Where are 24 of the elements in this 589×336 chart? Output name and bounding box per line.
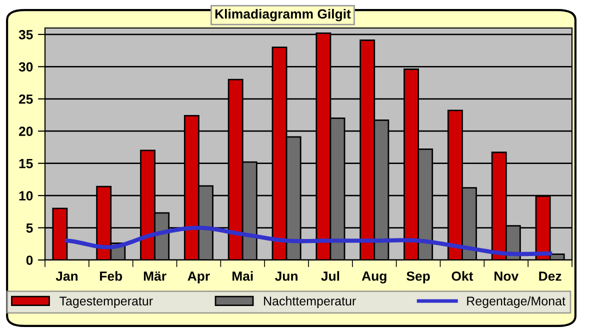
y-tick-label: 5 bbox=[26, 223, 33, 233]
x-tick-label: Nov bbox=[494, 272, 519, 281]
x-tick-label: Apr bbox=[188, 272, 210, 284]
legend-label: Regentage/Monat bbox=[467, 296, 566, 308]
x-tick-label: Aug bbox=[362, 272, 386, 284]
x-tick-label: Jul bbox=[321, 271, 340, 281]
y-tick-label: 25 bbox=[18, 94, 33, 104]
y-tick-label: 0 bbox=[26, 256, 33, 265]
legend-label: Tagestemperatur bbox=[60, 296, 153, 308]
x-tick-label: Jun bbox=[275, 272, 298, 281]
x-tick-label: Okt bbox=[452, 271, 474, 281]
y-tick-label: 30 bbox=[18, 62, 33, 72]
x-tick-label: Sep bbox=[406, 271, 430, 284]
x-tick-label: Jan bbox=[56, 272, 78, 281]
y-tick-label: 10 bbox=[19, 191, 33, 200]
legend-label: Nachttemperatur bbox=[264, 296, 356, 308]
y-tick-label: 15 bbox=[19, 159, 33, 168]
x-tick-label: Mär bbox=[144, 272, 166, 281]
y-tick-label: 20 bbox=[18, 126, 33, 136]
x-tick-label: Feb bbox=[100, 271, 122, 281]
y-tick-label: 35 bbox=[18, 30, 33, 40]
x-tick-label: Dez bbox=[539, 272, 562, 281]
x-tick-label: Mai bbox=[232, 271, 253, 281]
chart-title: Klimadiagramm Gilgit bbox=[215, 8, 351, 22]
